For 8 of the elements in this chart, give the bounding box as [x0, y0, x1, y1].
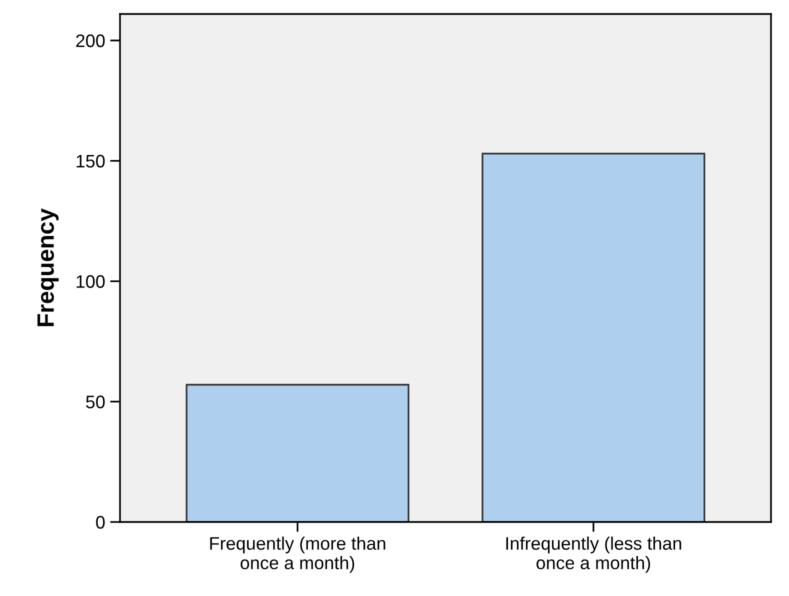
y-tick-label: 0	[96, 516, 105, 529]
y-tick-label: 100	[76, 275, 105, 288]
y-axis-title: Frequency	[37, 208, 59, 326]
y-tick-label: 200	[76, 34, 105, 48]
x-tick-label: Frequently (more than once a month)	[210, 536, 386, 573]
y-tick-label: 50	[86, 396, 105, 408]
y-tick-label: 150	[76, 154, 105, 168]
x-tick-label: Infrequently (less than once a month)	[506, 536, 682, 573]
